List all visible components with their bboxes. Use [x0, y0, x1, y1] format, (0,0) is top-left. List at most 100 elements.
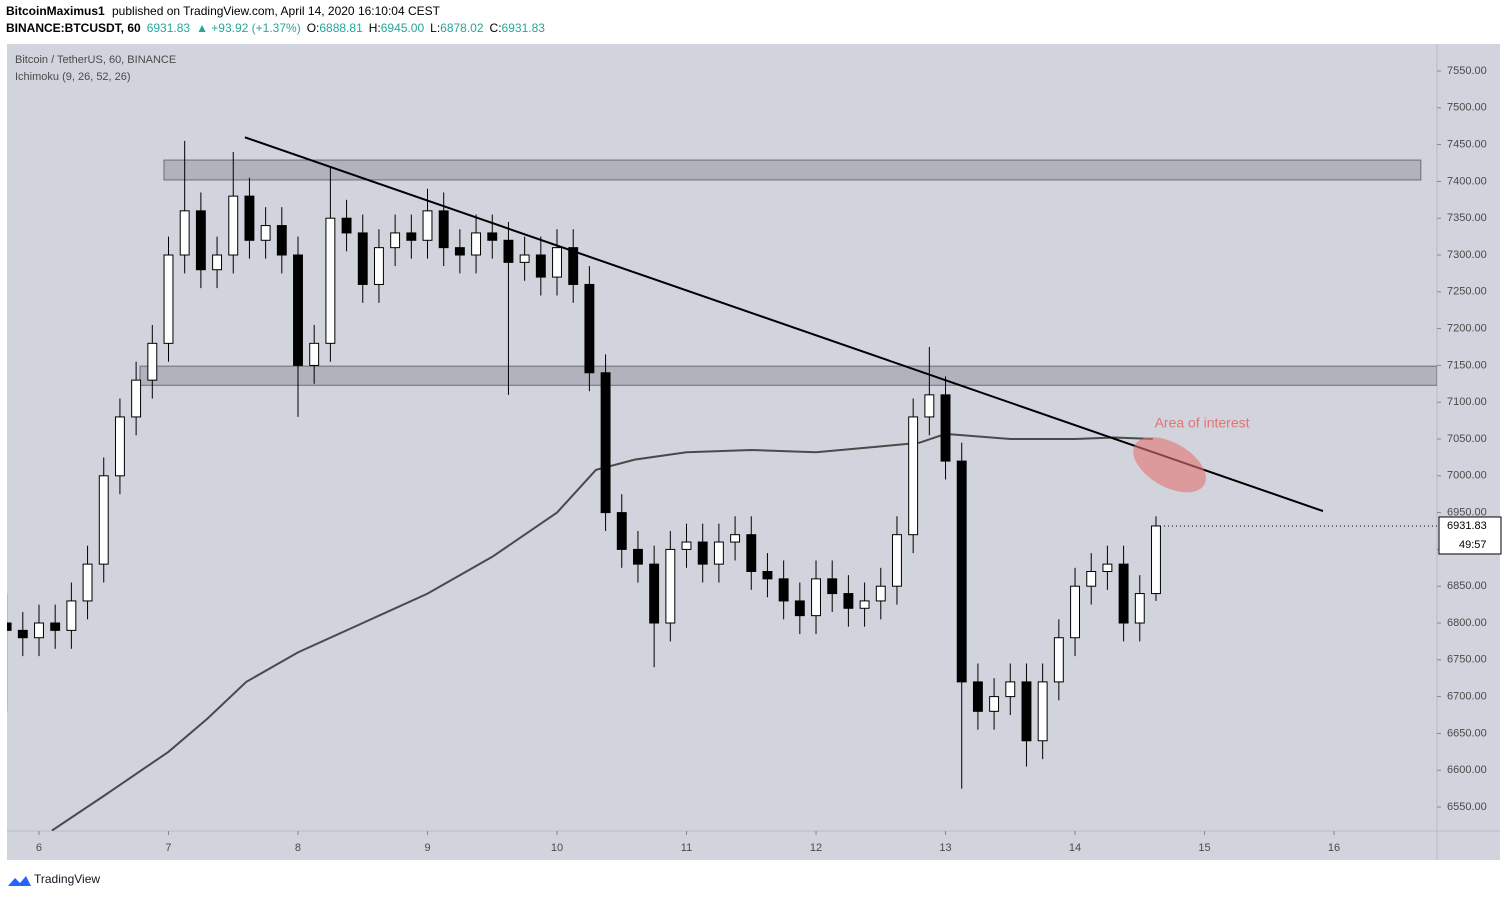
ohlc-label: C:	[490, 21, 502, 35]
y-tick-label: 7350.00	[1447, 212, 1487, 224]
candle-body	[7, 622, 12, 631]
x-tick-label: 7	[165, 842, 171, 854]
y-tick-label: 6550.00	[1447, 801, 1487, 813]
ohlc-value: 6945.00	[381, 21, 425, 35]
chart-title: Bitcoin / TetherUS, 60, BINANCE	[15, 54, 176, 66]
candle-body	[649, 563, 660, 624]
candle-body	[535, 254, 546, 278]
candle-body	[632, 548, 643, 565]
y-tick-label: 7000.00	[1447, 470, 1487, 482]
price-tag	[1438, 516, 1502, 555]
y-tick-label: 6650.00	[1447, 727, 1487, 739]
candle-body	[730, 534, 741, 543]
candle-body	[276, 225, 287, 256]
symbol: BINANCE:BTCUSDT, 60	[6, 21, 141, 35]
ohlc-label: H:	[369, 21, 381, 35]
y-tick-label: 7150.00	[1447, 359, 1487, 371]
candle-body	[1070, 585, 1080, 639]
published: published on TradingView.com, April 14, …	[112, 4, 441, 18]
candle-body	[17, 629, 28, 639]
candle-body	[260, 225, 271, 241]
candle-body	[50, 622, 61, 631]
candle-body	[422, 210, 433, 241]
candle-body	[244, 195, 255, 241]
x-tick-label: 16	[1328, 842, 1340, 854]
y-tick-label: 7300.00	[1447, 249, 1487, 261]
y-tick-label: 6950.00	[1447, 507, 1487, 519]
annotation-text: Area of interest	[1155, 414, 1250, 430]
brand: TradingView	[34, 872, 100, 886]
y-tick-label: 7550.00	[1447, 65, 1487, 77]
ohlc-label: L:	[430, 21, 440, 35]
candle-body	[1053, 637, 1064, 683]
candle-body	[341, 217, 352, 234]
candle-body	[584, 283, 595, 374]
candle-body	[373, 247, 384, 285]
candle-body	[616, 512, 627, 550]
candle-body	[681, 541, 692, 550]
candle-body	[665, 548, 676, 624]
candle-body	[697, 541, 708, 565]
candle-body	[309, 342, 320, 366]
y-tick-label: 6850.00	[1447, 580, 1487, 592]
candle-body	[82, 563, 93, 602]
candle-body	[131, 379, 142, 418]
area-of-interest	[1133, 437, 1206, 493]
x-tick-label: 6	[36, 842, 42, 854]
x-tick-label: 11	[681, 842, 692, 854]
y-tick-label: 6800.00	[1447, 617, 1487, 629]
zone	[139, 365, 1437, 386]
candle-body	[940, 394, 951, 462]
y-tick-label: 7450.00	[1447, 139, 1487, 151]
x-tick-label: 14	[1069, 842, 1081, 854]
candle-body	[503, 239, 514, 263]
ohlc-label: O:	[307, 21, 320, 35]
plot	[7, 136, 1437, 831]
candle-body	[390, 232, 401, 249]
x-tick-label: 12	[810, 842, 822, 854]
candle-body	[487, 232, 498, 241]
candle-body	[859, 600, 870, 609]
price-tag-label: 6931.83	[1447, 520, 1487, 532]
candle-body	[843, 593, 854, 609]
candle-body	[778, 578, 789, 602]
candle-body	[293, 254, 303, 366]
x-tick-label: 8	[295, 842, 301, 854]
candle-body	[1134, 593, 1145, 624]
candle-body	[471, 232, 482, 256]
candle-body	[713, 541, 724, 565]
candle-body	[972, 681, 983, 712]
candle-body	[406, 232, 417, 241]
candle-body	[454, 247, 465, 256]
candle-body	[163, 254, 174, 344]
logo	[8, 876, 31, 886]
countdown: 49:57	[1459, 539, 1487, 551]
price: 6931.83	[147, 21, 191, 35]
y-tick-label: 7100.00	[1447, 396, 1487, 408]
y-tick-label: 7250.00	[1447, 286, 1487, 298]
candle-body	[568, 247, 579, 285]
candle-body	[892, 534, 902, 587]
candle-body	[746, 534, 757, 572]
candle-body	[600, 372, 611, 514]
y-tick-label: 7050.00	[1447, 433, 1487, 445]
x-tick-label: 9	[424, 842, 430, 854]
change: ▲ +93.92 (+1.37%)	[196, 21, 301, 35]
candle-body	[114, 416, 125, 477]
y-tick-label: 7500.00	[1447, 102, 1487, 114]
candle-body	[552, 247, 562, 278]
ohlc-value: 6931.83	[502, 21, 546, 35]
candle-body	[1118, 563, 1129, 624]
candle-body	[762, 570, 773, 580]
candle-body	[875, 585, 886, 602]
zone	[163, 159, 1422, 181]
candle-body	[811, 578, 821, 617]
candle-body	[325, 217, 336, 344]
candle-body	[34, 622, 44, 639]
chart-subtitle: Ichimoku (9, 26, 52, 26)	[15, 71, 131, 83]
moving-average	[51, 432, 1153, 831]
candle-body	[908, 416, 919, 536]
candle-body	[1021, 681, 1032, 742]
candle-body	[438, 210, 449, 249]
